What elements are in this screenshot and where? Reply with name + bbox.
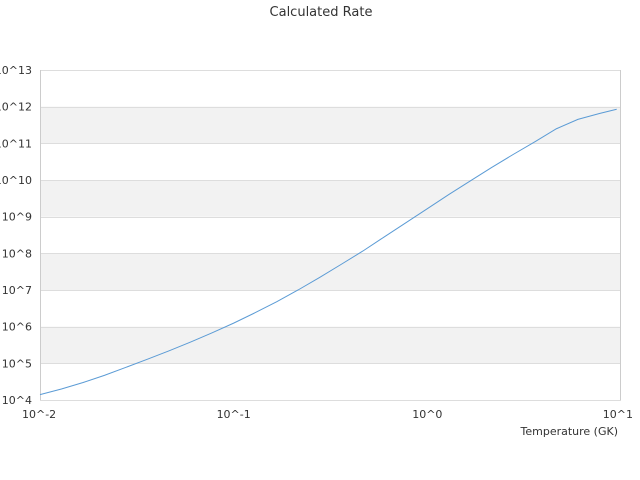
x-tick-label: 10^-2	[22, 408, 56, 421]
series-line	[39, 108, 617, 396]
x-tick-labels: 10^-2 10^-1 10^0 10^1	[22, 408, 633, 421]
grid-band	[40, 253, 621, 290]
x-tick-label: 10^0	[412, 408, 442, 421]
series-layer	[39, 108, 617, 396]
y-tick-label: 10^6	[2, 321, 32, 334]
y-tick-label: 10^11	[0, 137, 32, 150]
y-tick-label: 10^5	[2, 357, 32, 370]
y-tick-label: 10^12	[0, 101, 32, 114]
grid-band	[40, 180, 621, 217]
y-tick-label: 10^4	[2, 394, 32, 407]
chart-title: Calculated Rate	[270, 5, 373, 20]
grid-band	[40, 326, 621, 364]
plot-frame	[40, 70, 621, 400]
x-tick-label: 10^1	[603, 408, 633, 421]
y-tick-label: 10^7	[2, 284, 32, 297]
grid-bands	[40, 106, 621, 364]
y-tick-labels: 10^4 10^5 10^6 10^7 10^8 10^9 10^10 10^11 10^12 1…	[0, 64, 32, 407]
y-tick-label: 10^8	[2, 247, 32, 260]
y-tick-label: 10^9	[2, 211, 32, 224]
x-tick-label: 10^-1	[217, 408, 251, 421]
grid-band	[40, 106, 621, 144]
x-axis-title: Temperature (GK)	[520, 425, 619, 438]
y-tick-label: 10^13	[0, 64, 32, 77]
y-tick-label: 10^10	[0, 174, 32, 187]
